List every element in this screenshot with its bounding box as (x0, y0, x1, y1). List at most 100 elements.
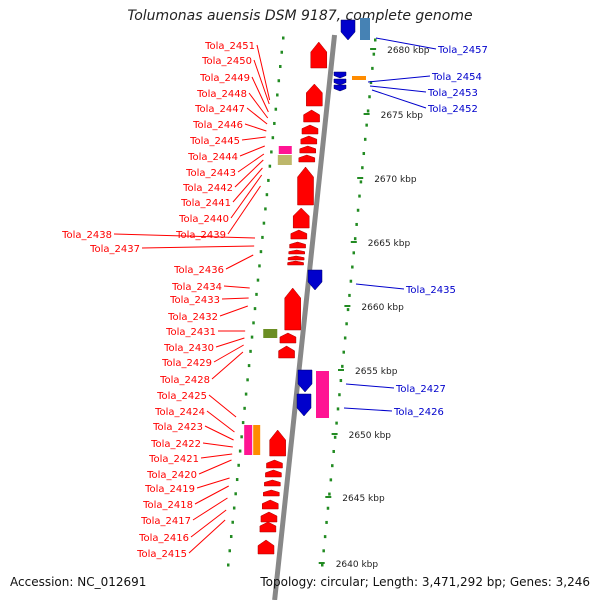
forward-track-tick-dot (345, 322, 348, 326)
reverse-track-tick-dot (267, 178, 270, 182)
reverse-gene-arrow (306, 83, 323, 107)
reverse-gene-label: Tola_2429 (161, 358, 212, 369)
reverse-gene-label: Tola_2450 (201, 56, 252, 67)
reverse-gene-arrow (260, 511, 278, 523)
reverse-track-tick-dot (247, 364, 251, 368)
forward-gene-arrow (333, 78, 347, 86)
scale-label: 2650 kbp (349, 431, 392, 441)
reverse-gene-label: Tola_2432 (167, 312, 218, 323)
forward-track-tick-dot (339, 379, 343, 383)
forward-gene-arrow (296, 393, 312, 417)
forward-gene-arrow (333, 71, 347, 79)
reverse-gene-arrow (261, 499, 279, 510)
gene-block-magenta (278, 146, 292, 154)
forward-track-tick-dot (329, 478, 333, 482)
reverse-gene-arrow (292, 207, 310, 229)
topology-label: Topology: circular; Length: 3,471,292 bp… (260, 575, 590, 589)
reverse-track-tick-dot (231, 520, 234, 524)
reverse-track-tick-dot (234, 492, 237, 496)
scale-label: 2680 kbp (387, 46, 430, 56)
forward-gene-arrow (340, 19, 356, 41)
forward-track-tick-dot (374, 38, 377, 42)
reverse-track-tick-dot (232, 506, 236, 510)
forward-track-tick-dot (348, 293, 351, 297)
reverse-gene-arrow (303, 109, 320, 123)
reverse-track-tick-dot (252, 321, 255, 325)
reverse-gene-arrow (259, 521, 277, 533)
reverse-gene-label: Tola_2443 (185, 168, 236, 179)
forward-track-tick-dot (341, 364, 344, 368)
reverse-gene-label: Tola_2445 (189, 136, 240, 147)
reverse-label-leader (232, 167, 263, 203)
forward-gene-label: Tola_2454 (431, 72, 482, 83)
forward-track-tick-dot (325, 520, 328, 524)
reverse-gene-arrow (264, 479, 281, 487)
forward-track-tick-dot (342, 350, 345, 354)
reverse-gene-label: Tola_2433 (169, 295, 220, 306)
reverse-label-leader (188, 519, 226, 554)
reverse-gene-arrow (290, 229, 308, 240)
reverse-gene-arrow (257, 539, 275, 555)
forward-track-tick-dot (328, 492, 331, 496)
reverse-track-tick-dot (262, 221, 266, 225)
reverse-gene-label: Tola_2446 (192, 120, 243, 131)
forward-track-tick-dot (359, 180, 363, 184)
scale-label: 2640 kbp (336, 560, 379, 570)
forward-track-tick-dot (366, 109, 370, 113)
gene-block-khaki (277, 155, 292, 165)
reverse-label-leader (211, 351, 244, 380)
reverse-track-tick-dot (279, 64, 282, 68)
forward-gene-arrow (297, 369, 313, 393)
reverse-label-leader (204, 425, 234, 441)
reverse-gene-label: Tola_2434 (171, 282, 222, 293)
reverse-label-leader (225, 254, 254, 270)
reverse-label-leader (208, 394, 237, 418)
forward-label-leader (375, 37, 437, 50)
reverse-label-leader (215, 337, 245, 348)
scale-label: 2655 kbp (355, 367, 398, 377)
reverse-label-leader (253, 59, 270, 105)
reverse-label-leader (221, 297, 249, 300)
reverse-label-leader (256, 44, 271, 101)
reverse-label-leader (246, 107, 268, 125)
reverse-gene-arrow (300, 135, 318, 145)
reverse-gene-label: Tola_2421 (148, 454, 199, 465)
reverse-gene-label: Tola_2451 (204, 41, 255, 52)
reverse-label-leader (248, 92, 269, 119)
backbone-line (272, 34, 338, 600)
gene-block-steel (360, 18, 370, 40)
forward-track-tick-dot (371, 66, 374, 70)
reverse-label-leader (198, 459, 232, 475)
scale-label: 2675 kbp (381, 111, 424, 121)
forward-track-tick-dot (332, 449, 335, 453)
reverse-label-leader (196, 477, 230, 489)
reverse-track-tick-dot (240, 435, 243, 439)
forward-track-tick-dot (322, 549, 325, 553)
reverse-gene-label: Tola_2439 (175, 230, 226, 241)
forward-track-tick-dot (336, 407, 340, 411)
gene-block-olive (263, 329, 278, 338)
forward-track-tick-dot (361, 166, 364, 170)
reverse-gene-label: Tola_2448 (196, 89, 247, 100)
reverse-label-leader (219, 305, 248, 317)
reverse-gene-arrow (269, 429, 286, 457)
reverse-label-leader (190, 509, 227, 538)
reverse-gene-arrow (278, 345, 295, 359)
reverse-gene-arrow (298, 154, 316, 163)
forward-track-tick-dot (323, 535, 327, 539)
forward-track-tick-dot (356, 208, 360, 212)
forward-label-leader (345, 383, 395, 389)
forward-label-leader (367, 75, 431, 83)
reverse-track-tick-dot (273, 121, 276, 125)
reverse-label-leader (194, 485, 229, 505)
reverse-label-leader (234, 159, 264, 188)
reverse-gene-arrow (288, 249, 305, 255)
reverse-gene-arrow (310, 41, 328, 69)
forward-gene-label: Tola_2435 (405, 285, 456, 296)
forward-track-tick-dot (369, 81, 373, 85)
reverse-gene-label: Tola_2437 (89, 244, 140, 255)
reverse-track-tick-dot (276, 93, 279, 97)
forward-track-tick-dot (338, 393, 341, 397)
reverse-gene-label: Tola_2419 (144, 484, 195, 495)
